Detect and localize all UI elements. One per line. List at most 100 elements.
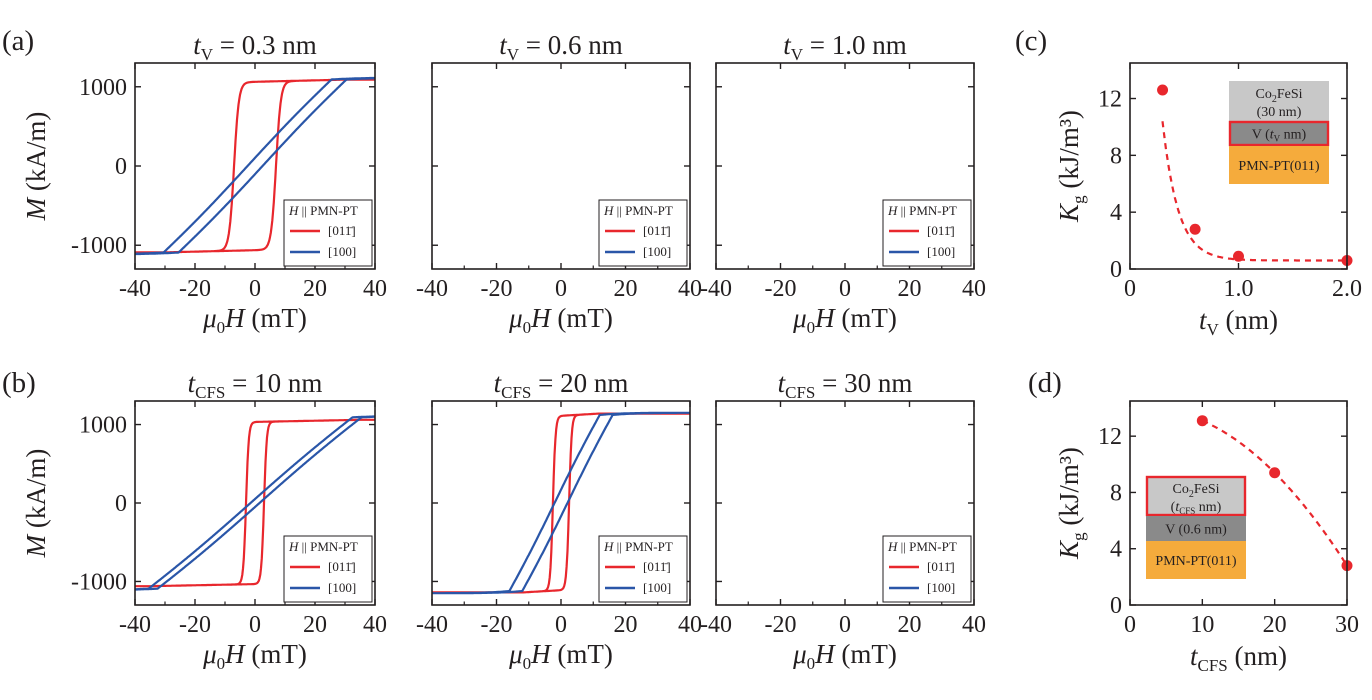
x-tick-label: 20 (898, 612, 922, 638)
layer-layer_v (1229, 121, 1329, 146)
hysteresis-panel-a2: -40 -20 0 20 40 tV = 0.6 nm μ0H (mT) H || PMN-P… (416, 30, 702, 337)
legend-entry: [100] (328, 244, 356, 259)
legend: H || PMN-PT [011̄] [100] (882, 199, 972, 267)
x-tick-label: -40 (119, 276, 151, 302)
x-axis-label: μ0H (mT) (202, 639, 307, 673)
legend-entry: [100] (643, 580, 671, 595)
layer-layer_pmn (1229, 146, 1329, 184)
panel-label-c: (c) (1015, 25, 1047, 57)
y-tick-label: 8 (1110, 480, 1122, 506)
layer-layer_pmn (1146, 541, 1246, 579)
layer-layer_v (1146, 516, 1246, 541)
y-tick-label: 12 (1098, 87, 1122, 113)
legend-header: H || PMN-PT (288, 203, 358, 218)
x-tick-label: 0 (249, 276, 261, 302)
x-tick-label: 20 (303, 612, 327, 638)
y-tick-label: -1000 (71, 569, 127, 595)
legend-entry: [011̄] (328, 559, 356, 574)
y-axis-label: Kg (kJ/m³) (1054, 110, 1088, 223)
x-tick-label: -20 (481, 276, 513, 302)
y-tick-label: 8 (1110, 143, 1122, 169)
x-tick-label: -20 (179, 612, 211, 638)
x-tick-label: 40 (363, 612, 387, 638)
layer-stack-inset: Co2FeSi(30 nm) V (tV nm) PMN-PT(011) (1228, 81, 1330, 184)
layer-label: V (tV nm) (1252, 128, 1307, 144)
hysteresis-panel-b2: -40 -20 0 20 40 tCFS = 20 nm μ0H (mT) H || PMN-… (416, 368, 702, 673)
x-tick-label: -40 (119, 612, 151, 638)
fit-line (1161, 121, 1347, 262)
panel-title: tCFS = 30 nm (778, 368, 913, 402)
x-tick-label: 40 (363, 276, 387, 302)
kg-panel-d: Co2FeSi(tCFS nm) V (0.6 nm) PMN-PT(011) 0 10… (1054, 400, 1359, 675)
legend-entry: [011̄] (328, 223, 356, 238)
layer-stack-inset: Co2FeSi(tCFS nm) V (0.6 nm) PMN-PT(011) (1145, 475, 1247, 579)
x-axis-label: μ0H (mT) (508, 639, 613, 673)
legend-box (283, 535, 373, 603)
highlight-box (1145, 475, 1247, 517)
x-tick-label: 1.0 (1224, 276, 1254, 302)
panel-title: tV = 0.3 nm (193, 30, 317, 64)
data-point (1269, 467, 1281, 479)
x-tick-label: 0 (1124, 612, 1136, 638)
y-axis-label: M (kA/m) (21, 112, 51, 222)
y-axis-label: Kg (kJ/m³) (1054, 447, 1088, 560)
y-tick-label: 0 (115, 491, 127, 517)
legend-entry: [011̄] (927, 559, 955, 574)
layer-layer_cfs (1146, 476, 1246, 516)
x-tick-label: 20 (898, 276, 922, 302)
legend-header: H || PMN-PT (887, 203, 957, 218)
x-tick-label: 0 (555, 612, 567, 638)
x-tick-label: -40 (700, 612, 732, 638)
curves (134, 76, 376, 256)
layer-label: Co2FeSi (1172, 482, 1219, 500)
layer-label-thickness: (tCFS nm) (1171, 500, 1222, 516)
x-tick-label: -40 (700, 276, 732, 302)
panel-label-d: (d) (1028, 367, 1062, 399)
legend: H || PMN-PT [011̄] [100] (882, 535, 972, 603)
x-tick-label: 0 (839, 276, 851, 302)
x-axis-label: tV (nm) (1199, 305, 1278, 339)
series-line-blue (431, 411, 691, 595)
legend-box (598, 535, 688, 603)
layer-label: V (0.6 nm) (1165, 523, 1227, 538)
legend-header: H || PMN-PT (603, 539, 673, 554)
x-tick-label: 40 (962, 612, 986, 638)
series-line-blue (134, 415, 376, 591)
legend-entry: [011̄] (927, 223, 955, 238)
hysteresis-panel-a3: -40 -20 0 20 40 tV = 1.0 nm μ0H (mT) H || PMN-P… (700, 30, 986, 337)
layer-label-thickness: (30 nm) (1257, 105, 1302, 120)
x-tick-label: 40 (962, 276, 986, 302)
x-tick-label: 30 (1335, 612, 1359, 638)
panel-title: tV = 0.6 nm (499, 30, 623, 64)
x-tick-label: 40 (678, 612, 702, 638)
x-tick-label: 0 (839, 612, 851, 638)
x-tick-label: -40 (416, 276, 448, 302)
y-tick-label: 1000 (79, 413, 127, 439)
data-point (1157, 84, 1169, 96)
legend-box (598, 199, 688, 267)
layer-layer_cfs (1229, 81, 1329, 121)
y-tick-label: 12 (1098, 424, 1122, 450)
hysteresis-panel-b1: -40 -20 0 20 40 -1000 0 1000 tCFS = 10 nm μ0H (mT… (21, 368, 387, 673)
x-tick-label: 10 (1190, 612, 1214, 638)
kg-panel-c: Co2FeSi(30 nm) V (tV nm) PMN-PT(011) 0 1.0 2.… (1054, 62, 1362, 339)
series-line-blue (134, 76, 376, 256)
y-tick-label: 0 (1110, 257, 1122, 283)
x-tick-label: 20 (1263, 612, 1287, 638)
hysteresis-panel-a1: -40 -20 0 20 40 -1000 0 1000 tV = 0.3 nm μ0H (mT)… (21, 30, 387, 337)
y-tick-label: 1000 (79, 75, 127, 101)
legend-box (283, 199, 373, 267)
panel-title: tV = 1.0 nm (783, 30, 907, 64)
y-tick-label: 4 (1110, 537, 1122, 563)
legend-box (882, 535, 972, 603)
x-axis-label: μ0H (mT) (792, 639, 897, 673)
highlight-box (1228, 120, 1330, 147)
x-tick-label: -20 (765, 612, 797, 638)
layer-label: PMN-PT(011) (1238, 159, 1319, 174)
legend-entry: [011̄] (643, 223, 671, 238)
legend-entry: [011̄] (643, 559, 671, 574)
x-tick-label: 0 (555, 276, 567, 302)
legend-box (882, 199, 972, 267)
legend-header: H || PMN-PT (603, 203, 673, 218)
legend-header: H || PMN-PT (288, 539, 358, 554)
